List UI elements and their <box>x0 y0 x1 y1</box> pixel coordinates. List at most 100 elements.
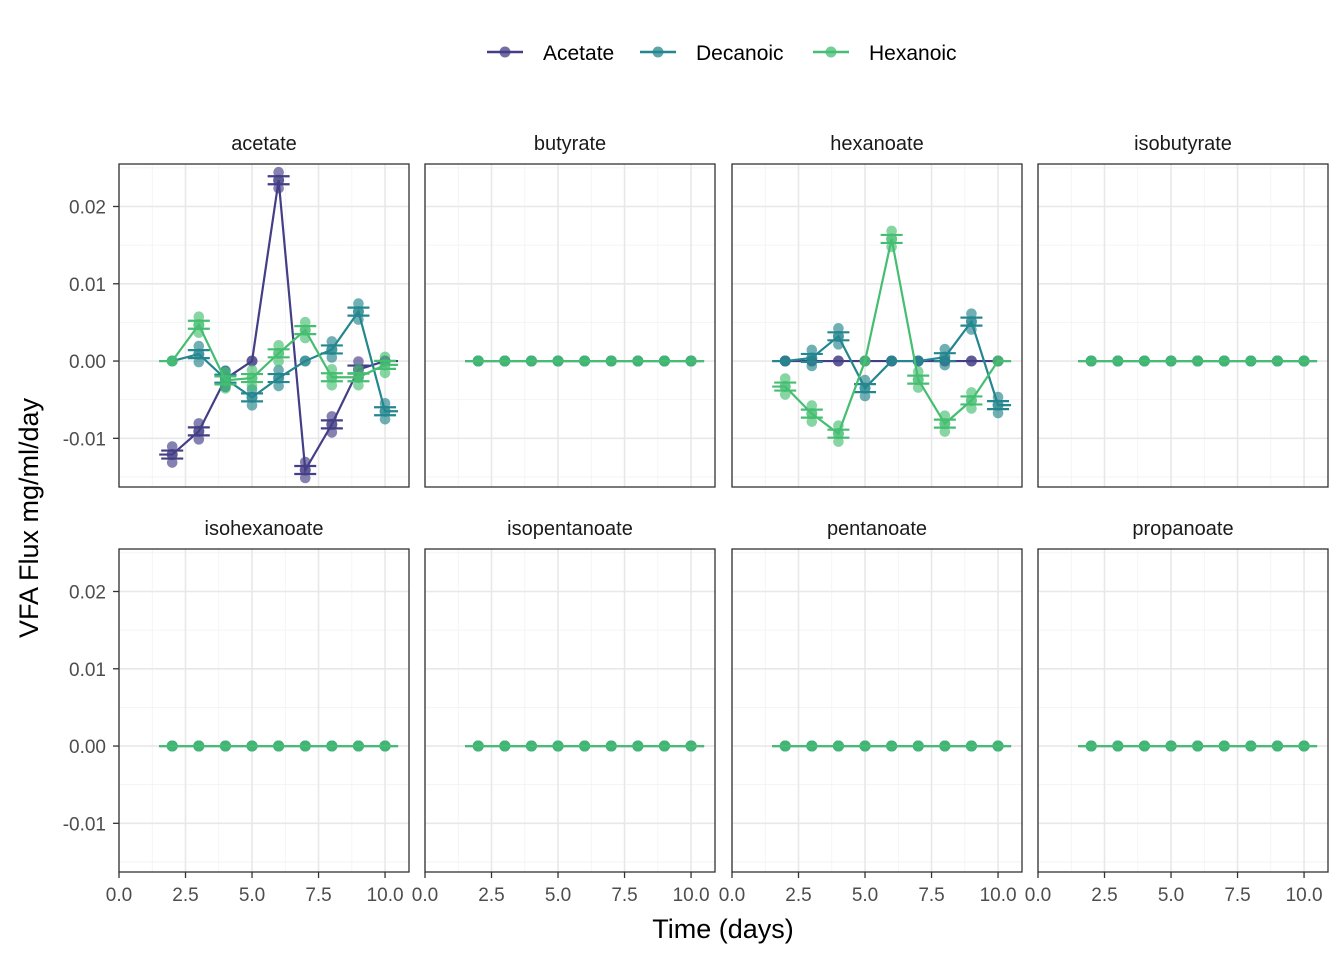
data-point <box>939 418 951 430</box>
data-point <box>965 740 977 752</box>
data-point <box>552 740 564 752</box>
replicate-point <box>806 344 818 356</box>
panel-title: propanoate <box>1132 518 1233 540</box>
data-point <box>1218 740 1230 752</box>
data-point <box>579 355 591 367</box>
replicate-point <box>273 166 284 178</box>
data-point <box>685 355 697 367</box>
panel-border <box>424 548 716 873</box>
replicate-point <box>886 225 897 237</box>
y-tick-label: 0.01 <box>69 275 106 296</box>
replicate-point <box>166 441 178 452</box>
panel-title: isohexanoate <box>205 518 324 540</box>
replicate-point <box>939 426 951 437</box>
panel-background <box>425 164 715 487</box>
panel-acetate: acetate <box>118 133 410 488</box>
data-point <box>965 394 977 406</box>
legend-key-point <box>825 46 837 58</box>
data-point <box>779 355 791 367</box>
replicate-point <box>379 413 391 425</box>
replicate-point <box>193 418 205 429</box>
panel-isopentanoate: isopentanoate <box>424 518 716 873</box>
x-tick-label: 10.0 <box>367 885 404 906</box>
data-point <box>525 740 537 752</box>
x-axes: 0.0 2.5 5.0 7.5 10.0 0.0 2.5 5.0 7.5 10.0 0.0 2.5 5.… <box>106 872 1323 906</box>
data-point <box>193 425 205 437</box>
legend-label: Acetate <box>543 42 614 65</box>
series-hexanoic <box>772 740 1012 752</box>
replicate-point <box>246 364 258 376</box>
data-point <box>1165 355 1177 367</box>
series-hexanoic <box>772 225 1012 447</box>
panel-title: acetate <box>231 133 297 155</box>
replicate-point <box>193 327 205 339</box>
replicate-point <box>939 410 951 421</box>
x-tick-label: 2.5 <box>172 885 198 906</box>
series-decanoic <box>772 308 1012 419</box>
legend-label: Hexanoic <box>869 42 957 65</box>
data-point <box>1112 740 1124 752</box>
data-point <box>326 418 338 430</box>
data-point <box>499 740 511 752</box>
replicate-point <box>273 364 284 376</box>
data-point <box>886 233 898 245</box>
replicate-point <box>193 311 205 323</box>
panel-propanoate: propanoate <box>1037 518 1329 873</box>
replicate-point <box>353 298 364 309</box>
panel-hexanoate: hexanoate <box>731 133 1023 488</box>
data-point <box>326 371 338 383</box>
replicate-point <box>379 351 391 363</box>
replicate-point <box>939 359 951 371</box>
y-axes: -0.01 0.00 0.01 0.02 -0.01 0.00 0.01 0.02 <box>63 198 119 835</box>
y-axis-title: VFA Flux mg/ml/day <box>14 397 44 638</box>
series-hexanoic <box>465 355 705 367</box>
x-tick-label: 0.0 <box>1025 885 1051 906</box>
y-tick-label: 0.00 <box>69 737 106 758</box>
replicate-point <box>833 339 844 350</box>
replicate-point <box>299 316 311 328</box>
legend: Acetate Decanoic Hexanoic <box>487 42 957 65</box>
x-tick-label: 5.0 <box>239 885 265 906</box>
panels: acetate butyrate hexanoate isobutyrate isohe… <box>118 133 1329 873</box>
data-point <box>1218 355 1230 367</box>
data-point <box>246 391 258 403</box>
replicate-point <box>939 343 951 355</box>
data-point <box>779 740 791 752</box>
replicate-point <box>353 356 364 367</box>
data-point <box>166 355 178 367</box>
replicate-point <box>379 397 391 409</box>
y-axis-row-2: -0.01 0.00 0.01 0.02 <box>63 583 119 835</box>
replicate-point <box>166 457 178 468</box>
panel-border <box>424 163 716 488</box>
data-point <box>472 740 484 752</box>
data-point <box>273 347 285 359</box>
replicate-point <box>246 380 258 392</box>
panel-background <box>425 549 715 872</box>
x-tick-label: 7.5 <box>918 885 944 906</box>
replicate-point <box>273 340 284 351</box>
x-tick-label: 2.5 <box>478 885 504 906</box>
x-tick-label: 7.5 <box>611 885 637 906</box>
x-tick-label: 0.0 <box>412 885 438 906</box>
replicate-point <box>966 387 977 398</box>
data-point <box>193 740 205 752</box>
data-point <box>1271 740 1283 752</box>
replicate-point <box>992 391 1004 403</box>
x-tick-label: 5.0 <box>852 885 878 906</box>
replicate-point <box>912 366 924 377</box>
replicate-point <box>859 374 871 386</box>
data-point <box>1245 355 1257 367</box>
y-tick-label: 0.02 <box>69 198 106 219</box>
data-point <box>552 355 564 367</box>
series-decanoic <box>159 298 399 425</box>
replicate-point <box>806 416 818 427</box>
data-point <box>939 740 951 752</box>
x-tick-label: 10.0 <box>1286 885 1323 906</box>
replicate-point <box>779 373 791 384</box>
data-point <box>1112 355 1124 367</box>
replicate-point <box>273 380 284 392</box>
x-tick-label: 5.0 <box>545 885 571 906</box>
replicate-point <box>193 340 205 352</box>
series-hexanoic <box>1078 740 1318 752</box>
replicate-point <box>833 323 844 334</box>
